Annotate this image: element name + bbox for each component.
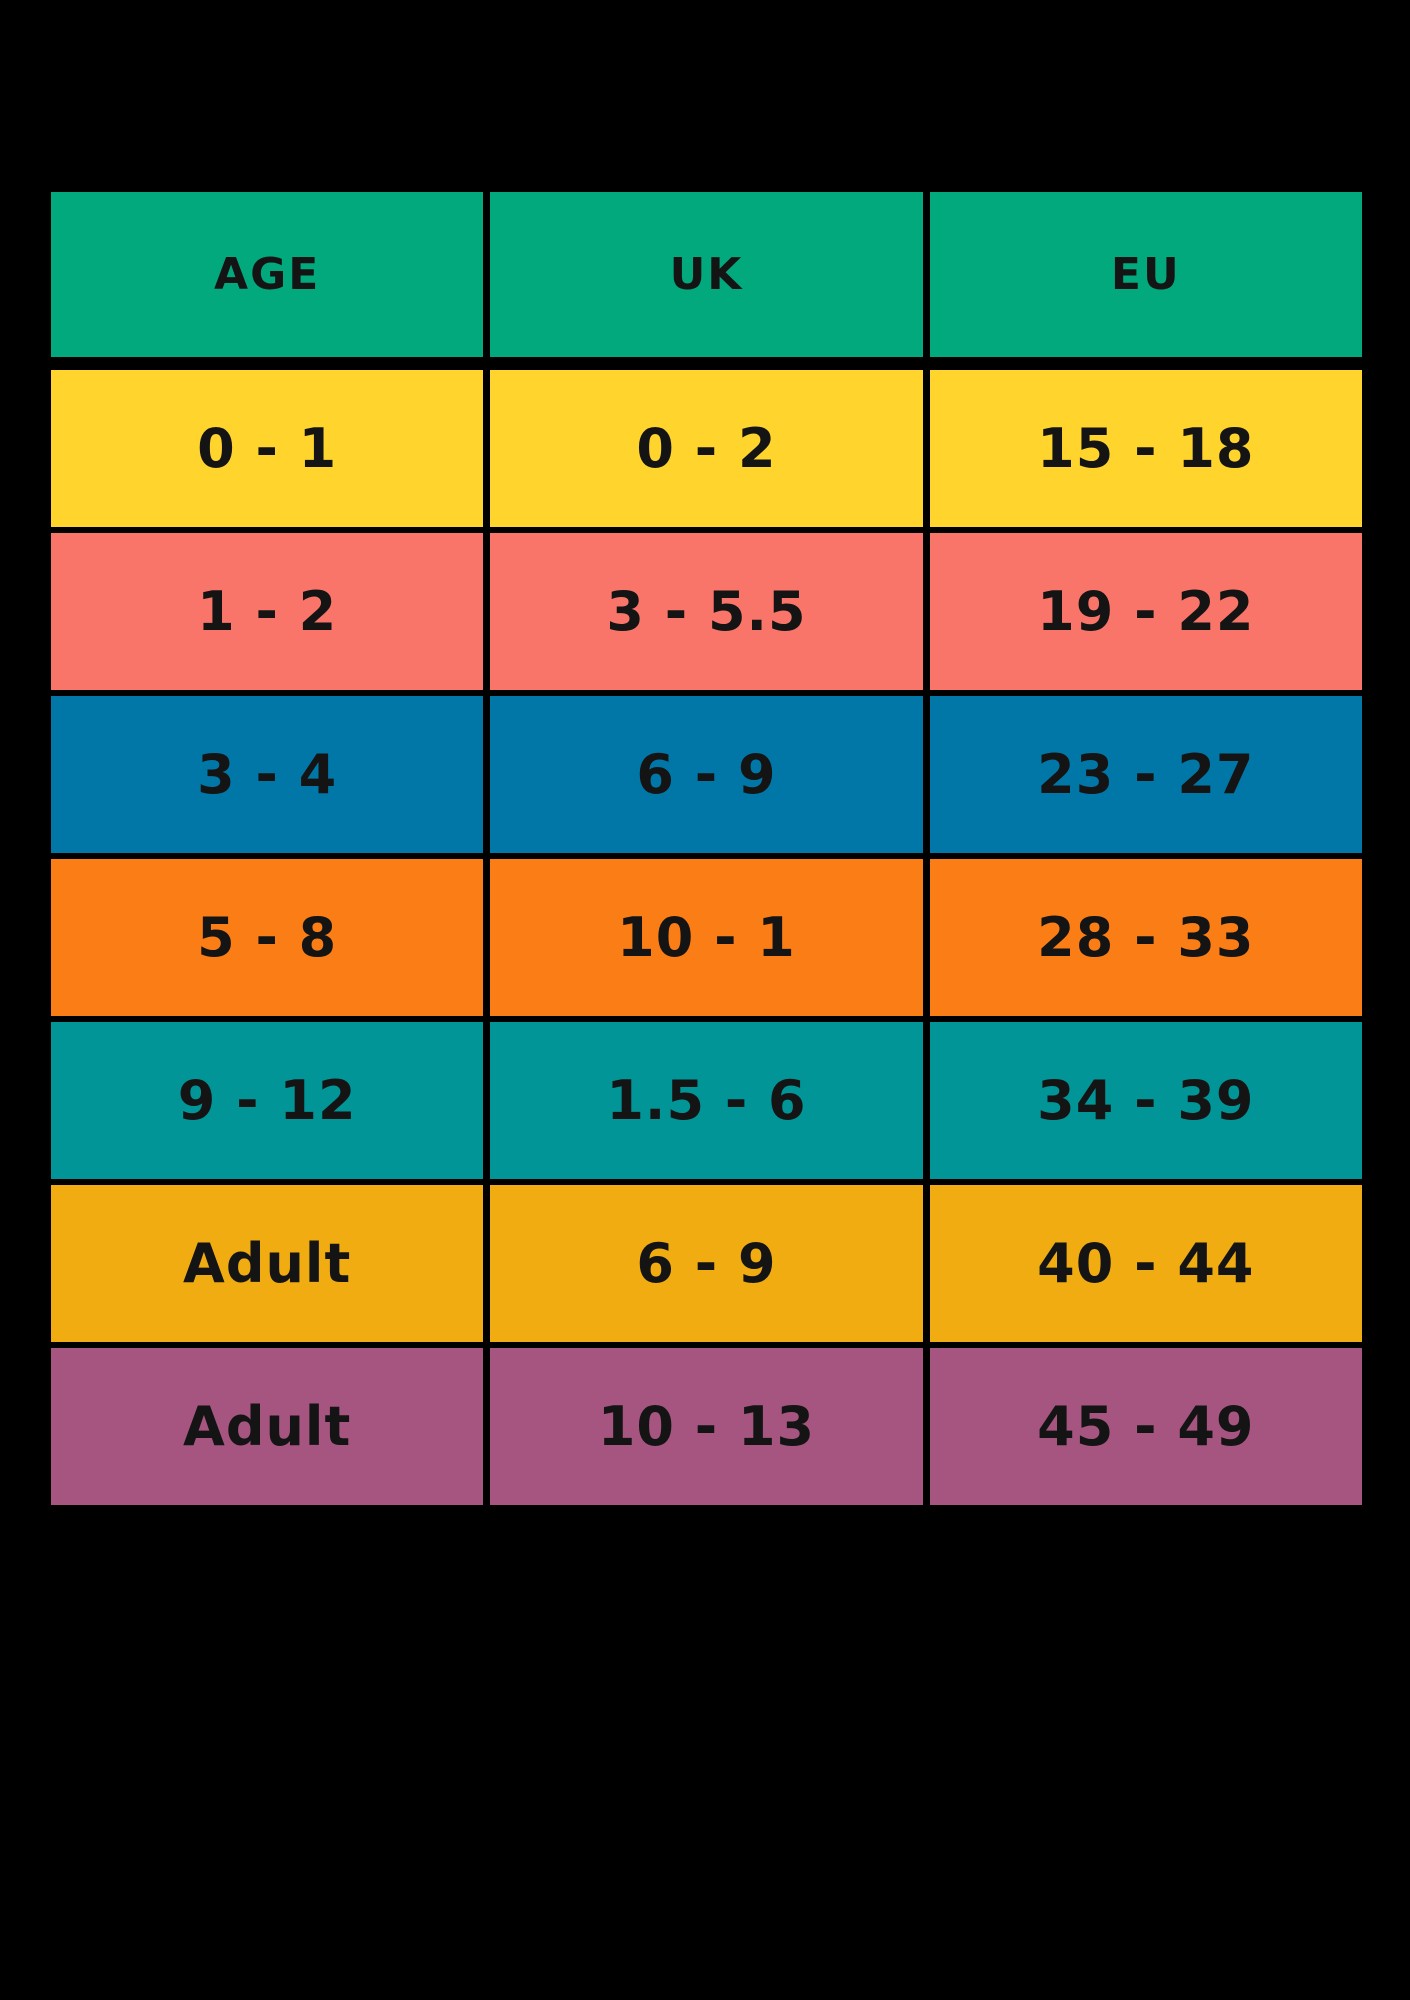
table-cell-eu: 28 - 33 bbox=[929, 859, 1362, 1016]
table-row: 0 - 1 0 - 2 15 - 18 bbox=[51, 370, 1362, 527]
table-cell-age: 3 - 4 bbox=[51, 696, 484, 853]
table-cell-eu: 34 - 39 bbox=[929, 1022, 1362, 1179]
size-chart-table: AGE UK EU 0 - 1 0 - 2 15 - 18 1 - 2 3 - … bbox=[51, 192, 1362, 1505]
table-cell-eu: 40 - 44 bbox=[929, 1185, 1362, 1342]
table-cell-uk: 6 - 9 bbox=[490, 696, 923, 853]
table-cell-uk: 1.5 - 6 bbox=[490, 1022, 923, 1179]
table-cell-uk: 10 - 13 bbox=[490, 1348, 923, 1505]
table-row: Adult 10 - 13 45 - 49 bbox=[51, 1348, 1362, 1505]
table-cell-uk: 0 - 2 bbox=[490, 370, 923, 527]
table-cell-age: 5 - 8 bbox=[51, 859, 484, 1016]
table-row: 9 - 12 1.5 - 6 34 - 39 bbox=[51, 1022, 1362, 1179]
table-cell-uk: 3 - 5.5 bbox=[490, 533, 923, 690]
table-row: Adult 6 - 9 40 - 44 bbox=[51, 1185, 1362, 1342]
header-cell-uk: UK bbox=[490, 192, 923, 357]
table-header-row: AGE UK EU bbox=[51, 192, 1362, 357]
table-cell-eu: 45 - 49 bbox=[929, 1348, 1362, 1505]
table-cell-uk: 10 - 1 bbox=[490, 859, 923, 1016]
table-cell-age: Adult bbox=[51, 1348, 484, 1505]
table-cell-eu: 15 - 18 bbox=[929, 370, 1362, 527]
table-row: 1 - 2 3 - 5.5 19 - 22 bbox=[51, 533, 1362, 690]
table-cell-eu: 23 - 27 bbox=[929, 696, 1362, 853]
header-cell-age: AGE bbox=[51, 192, 484, 357]
table-cell-age: 1 - 2 bbox=[51, 533, 484, 690]
header-cell-eu: EU bbox=[929, 192, 1362, 357]
table-cell-uk: 6 - 9 bbox=[490, 1185, 923, 1342]
table-cell-age: 9 - 12 bbox=[51, 1022, 484, 1179]
table-row: 5 - 8 10 - 1 28 - 33 bbox=[51, 859, 1362, 1016]
table-cell-age: 0 - 1 bbox=[51, 370, 484, 527]
table-cell-age: Adult bbox=[51, 1185, 484, 1342]
table-row: 3 - 4 6 - 9 23 - 27 bbox=[51, 696, 1362, 853]
table-cell-eu: 19 - 22 bbox=[929, 533, 1362, 690]
